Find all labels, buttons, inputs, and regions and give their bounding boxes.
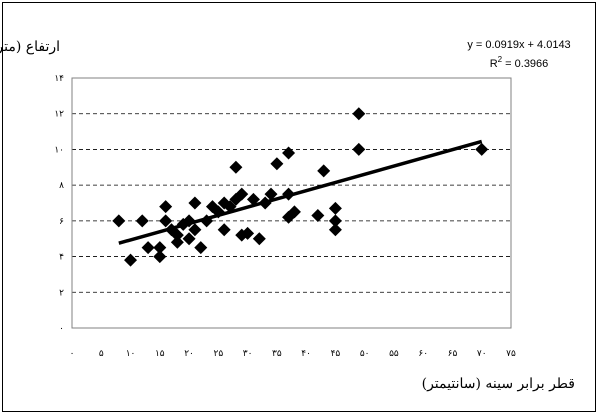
- data-point: [328, 201, 342, 215]
- data-point: [159, 200, 173, 214]
- x-tick-label: ۷۵: [506, 349, 516, 359]
- x-tick-labels: ۰ ۵ ۱۰ ۱۵ ۲۰ ۲۵ ۳۰ ۳۵ ۴۰ ۴۵ ۵۰ ۵۵ ۶۰ ۶۵ ۷۰ ۷۵: [70, 349, 516, 359]
- x-tick-label: ۷۰: [477, 349, 487, 359]
- data-point: [264, 187, 278, 201]
- data-point: [311, 209, 325, 222]
- data-point: [252, 232, 266, 246]
- x-tick-label: ۰: [70, 349, 75, 359]
- data-point: [182, 232, 196, 246]
- y-tick-labels: ۰ ۲ ۴ ۶ ۸ ۱۰ ۱۲ ۱۴: [54, 74, 64, 334]
- data-point: [188, 196, 202, 210]
- r-squared-value: = 0.3966: [502, 58, 548, 70]
- x-tick-label: ۴۰: [301, 349, 311, 359]
- x-tick-label: ۶۵: [448, 349, 458, 359]
- x-tick-label: ۱۰: [126, 349, 136, 359]
- x-tick-label: ۶۰: [418, 349, 428, 359]
- x-tick-label: ۵۰: [360, 349, 370, 359]
- data-point: [124, 253, 138, 267]
- data-point: [217, 223, 231, 237]
- y-tick-label: ۲: [59, 288, 64, 298]
- y-tick-label: ۴: [59, 253, 64, 263]
- data-point: [153, 250, 167, 264]
- y-axis-title: ارتفاع (متر): [0, 39, 60, 55]
- data-point: [135, 214, 149, 228]
- r-squared-exponent: 2: [498, 55, 503, 64]
- data-point: [112, 214, 126, 228]
- plot-area: [71, 77, 512, 329]
- x-tick-label: ۲۰: [184, 349, 194, 359]
- x-tick-label: ۳۰: [243, 349, 253, 359]
- data-point: [328, 223, 342, 237]
- data-point: [317, 164, 331, 178]
- x-tick-label: ۴۵: [331, 349, 341, 359]
- x-tick-label: ۱۵: [155, 349, 165, 359]
- r-squared-symbol: R: [490, 58, 498, 70]
- y-tick-label: ۱۰: [54, 145, 64, 155]
- data-point: [352, 142, 366, 156]
- data-point: [475, 142, 489, 156]
- data-point: [159, 214, 173, 228]
- data-point: [188, 223, 202, 237]
- regression-equation: y = 0.0919x + 4.0143: [467, 39, 570, 51]
- x-tick-label: ۵: [99, 349, 104, 359]
- data-point: [246, 192, 260, 206]
- x-tick-label: ۵۵: [389, 349, 399, 359]
- data-point: [229, 160, 243, 174]
- data-point: [141, 241, 155, 255]
- data-point: [170, 228, 184, 242]
- x-tick-label: ۳۵: [272, 349, 282, 359]
- data-point: [170, 235, 184, 249]
- y-tick-label: ۱۴: [54, 74, 64, 84]
- y-tick-label: ۰: [59, 324, 64, 334]
- data-points: [112, 107, 489, 267]
- y-tick-label: ۱۲: [54, 110, 64, 120]
- data-point: [241, 226, 255, 240]
- grid-lines: [72, 77, 511, 293]
- data-point: [352, 107, 366, 121]
- data-point: [282, 146, 296, 160]
- data-point: [328, 214, 342, 228]
- data-point: [287, 205, 301, 219]
- y-tick-label: ۶: [59, 217, 64, 227]
- data-point: [270, 157, 284, 171]
- trendline: [118, 139, 483, 245]
- data-point: [194, 241, 208, 255]
- data-point: [153, 241, 167, 255]
- y-tick-label: ۸: [59, 181, 64, 191]
- data-point: [235, 187, 249, 201]
- r-squared: R2 = 0.3966: [490, 55, 549, 70]
- x-tick-label: ۲۵: [213, 349, 223, 359]
- x-axis-title: قطر برابر سینه (سانتیمتر): [422, 376, 575, 392]
